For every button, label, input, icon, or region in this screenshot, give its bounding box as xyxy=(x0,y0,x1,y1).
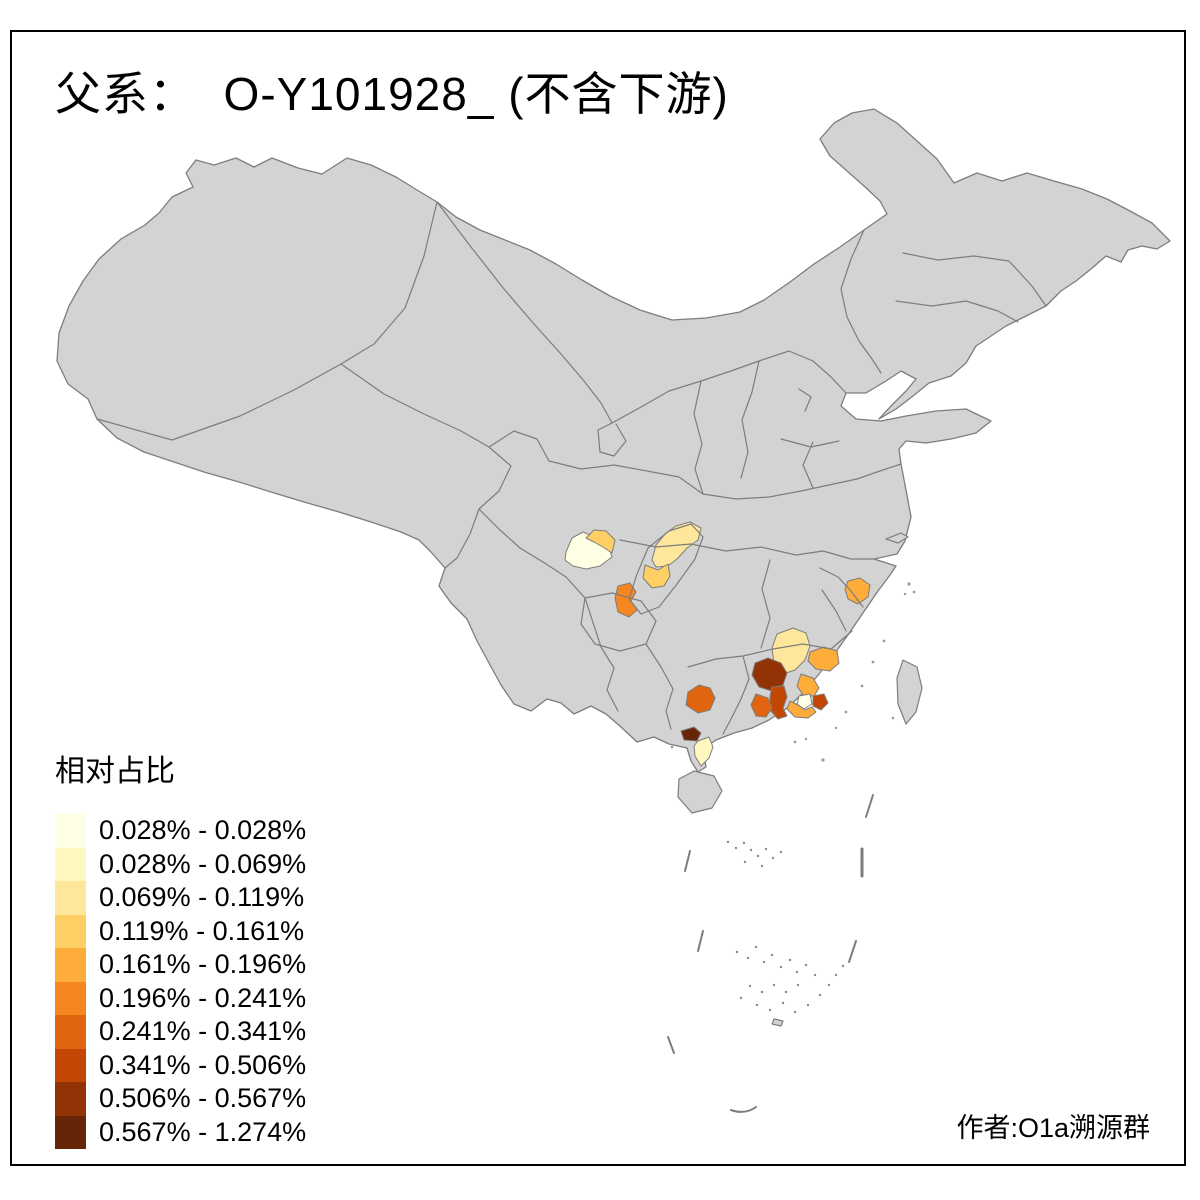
legend-row: 0.341% - 0.506% xyxy=(55,1048,307,1082)
taiwan-island xyxy=(896,659,923,725)
legend-rows: 0.028% - 0.028% 0.028% - 0.069% 0.069% - 0… xyxy=(55,814,306,1149)
region-guangzhou-foshan xyxy=(769,685,788,720)
legend-row: 0.119% - 0.161% xyxy=(55,914,306,948)
region-qingyuan xyxy=(751,657,788,692)
legend-swatch xyxy=(55,881,86,915)
sea-dash-lines xyxy=(667,794,874,1113)
province-borders xyxy=(96,201,1047,735)
author-credit: 作者:O1a溯源群 xyxy=(956,1113,1150,1143)
hainan-island xyxy=(677,770,723,814)
legend-row: 0.161% - 0.196% xyxy=(55,948,306,982)
legend-row: 0.028% - 0.028% xyxy=(55,814,306,848)
page-title: 父系： O-Y101928_ (不含下游) xyxy=(55,68,729,120)
legend-swatch xyxy=(55,914,86,948)
legend-label: 0.241% - 0.341% xyxy=(99,1016,307,1047)
region-sw-zhejiang xyxy=(844,577,871,605)
region-shaoguan xyxy=(771,627,811,675)
region-zhaoqing xyxy=(750,693,773,718)
chongming-island xyxy=(885,532,909,544)
region-yulin-guangxi xyxy=(685,684,716,714)
legend-label: 0.119% - 0.161% xyxy=(99,915,305,946)
legend-row: 0.028% - 0.069% xyxy=(55,847,307,881)
legend-row: 0.196% - 0.241% xyxy=(55,981,307,1015)
plot-frame xyxy=(10,30,1186,1166)
legend-swatch xyxy=(55,948,86,982)
legend-label: 0.069% - 0.119% xyxy=(99,882,305,913)
legend-row: 0.069% - 0.119% xyxy=(55,881,306,915)
region-zhanjiang-peninsula xyxy=(693,736,714,767)
legend-swatch xyxy=(55,814,86,848)
legend-swatch xyxy=(55,1082,86,1116)
legend-label: 0.161% - 0.196% xyxy=(99,949,307,980)
legend-label: 0.567% - 1.274% xyxy=(99,1116,307,1147)
legend-swatch xyxy=(55,1115,86,1149)
legend-label: 0.341% - 0.506% xyxy=(99,1049,307,1080)
legend-row: 0.567% - 1.274% xyxy=(55,1115,307,1149)
legend-title: 相对占比 xyxy=(55,755,175,788)
legend-row: 0.241% - 0.341% xyxy=(55,1015,306,1049)
region-huizhou-coast xyxy=(796,693,813,710)
legend-label: 0.028% - 0.028% xyxy=(99,815,307,846)
region-deyang-mianyang xyxy=(585,529,616,554)
islands xyxy=(677,532,923,1027)
legend-label: 0.196% - 0.241% xyxy=(99,982,307,1013)
region-chaoshan xyxy=(812,693,829,711)
region-fuling-area xyxy=(642,563,671,589)
coastal-islets xyxy=(670,582,916,762)
spratly-islet xyxy=(771,1018,784,1027)
legend-label: 0.506% - 0.567% xyxy=(99,1083,307,1114)
legend-swatch xyxy=(55,1015,86,1049)
legend-row: 0.506% - 0.567% xyxy=(55,1082,306,1116)
legend-swatch xyxy=(55,1048,86,1082)
sea-reef-dots xyxy=(726,840,845,1014)
mainland-shape xyxy=(56,108,1171,773)
legend-swatch xyxy=(55,981,86,1015)
legend-swatch xyxy=(55,847,86,881)
legend: 相对占比 0.028% - 0.028% 0.028% - 0.069% 0.069… xyxy=(55,746,306,1149)
legend-label: 0.028% - 0.069% xyxy=(99,848,307,879)
region-leizhou-north xyxy=(680,726,702,742)
